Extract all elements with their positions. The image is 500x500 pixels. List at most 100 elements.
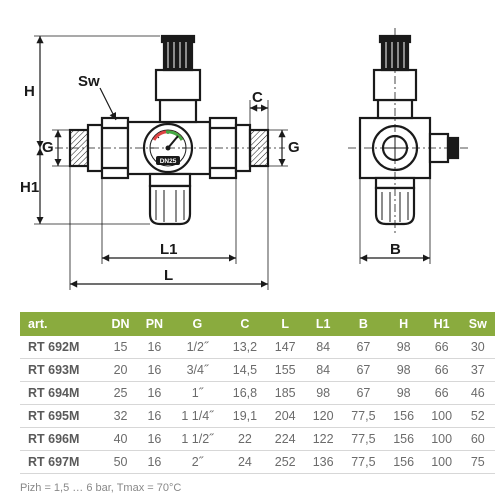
table-cell: 60 xyxy=(461,428,495,451)
table-cell: 1/2˝ xyxy=(171,336,224,359)
table-cell: 204 xyxy=(266,405,304,428)
spec-table: art.DNPNGCLL1BHH1Sw RT 692M15161/2˝13,21… xyxy=(20,312,495,474)
table-cell: 19,1 xyxy=(224,405,267,428)
table-row: RT 693M20163/4˝14,51558467986637 xyxy=(20,359,495,382)
table-cell: 77,5 xyxy=(342,405,385,428)
table-cell: 1 1/4˝ xyxy=(171,405,224,428)
table-cell: 50 xyxy=(103,451,137,474)
table-cell: RT 692M xyxy=(20,336,103,359)
dim-label: Sw xyxy=(78,73,100,90)
table-cell: 32 xyxy=(103,405,137,428)
table-row: RT 694M25161˝16,81859867986646 xyxy=(20,382,495,405)
svg-text:DN25: DN25 xyxy=(160,158,177,165)
table-cell: 16 xyxy=(138,359,171,382)
table-cell: 156 xyxy=(385,405,423,428)
dim-label: H xyxy=(24,83,35,100)
table-cell: RT 697M xyxy=(20,451,103,474)
col-header: G xyxy=(171,312,224,336)
table-cell: 84 xyxy=(304,336,342,359)
table-cell: 46 xyxy=(461,382,495,405)
table-cell: 52 xyxy=(461,405,495,428)
dim-label: L xyxy=(164,267,173,284)
table-cell: 156 xyxy=(385,451,423,474)
dimensions-table: art.DNPNGCLL1BHH1Sw RT 692M15161/2˝13,21… xyxy=(20,312,495,474)
table-cell: 16 xyxy=(138,382,171,405)
table-cell: 98 xyxy=(385,382,423,405)
col-header: Sw xyxy=(461,312,495,336)
table-cell: 16 xyxy=(138,451,171,474)
col-header: C xyxy=(224,312,267,336)
dim-label: G xyxy=(288,139,300,156)
footnote: Pizh = 1,5 … 6 bar, Tmax = 70°C xyxy=(20,482,181,494)
table-row: RT 692M15161/2˝13,21478467986630 xyxy=(20,336,495,359)
table-cell: 67 xyxy=(342,382,385,405)
table-cell: RT 694M xyxy=(20,382,103,405)
table-cell: 67 xyxy=(342,359,385,382)
col-header: L xyxy=(266,312,304,336)
table-row: RT 696M40161 1/2˝2222412277,515610060 xyxy=(20,428,495,451)
table-cell: 100 xyxy=(423,428,461,451)
table-cell: 1˝ xyxy=(171,382,224,405)
table-cell: 16,8 xyxy=(224,382,267,405)
technical-drawing: DN25 xyxy=(0,0,500,310)
dim-label: C xyxy=(252,89,263,106)
table-cell: 156 xyxy=(385,428,423,451)
table-cell: 15 xyxy=(103,336,137,359)
drawing-svg: DN25 xyxy=(0,0,500,310)
table-cell: 98 xyxy=(304,382,342,405)
table-cell: 3/4˝ xyxy=(171,359,224,382)
table-cell: 14,5 xyxy=(224,359,267,382)
side-view: B xyxy=(348,28,470,264)
table-cell: 16 xyxy=(138,428,171,451)
col-header: art. xyxy=(20,312,103,336)
table-cell: 20 xyxy=(103,359,137,382)
col-header: H1 xyxy=(423,312,461,336)
dim-label: G xyxy=(42,139,54,156)
table-row: RT 697M50162˝2425213677,515610075 xyxy=(20,451,495,474)
table-cell: 155 xyxy=(266,359,304,382)
col-header: PN xyxy=(138,312,171,336)
table-cell: 147 xyxy=(266,336,304,359)
table-cell: 40 xyxy=(103,428,137,451)
table-cell: 185 xyxy=(266,382,304,405)
table-cell: 224 xyxy=(266,428,304,451)
table-cell: 1 1/2˝ xyxy=(171,428,224,451)
col-header: H xyxy=(385,312,423,336)
table-cell: 252 xyxy=(266,451,304,474)
table-cell: 37 xyxy=(461,359,495,382)
table-cell: 120 xyxy=(304,405,342,428)
table-cell: 66 xyxy=(423,359,461,382)
table-cell: 122 xyxy=(304,428,342,451)
table-cell: 16 xyxy=(138,405,171,428)
col-header: DN xyxy=(103,312,137,336)
table-cell: 100 xyxy=(423,405,461,428)
dim-label: H1 xyxy=(20,179,39,196)
table-cell: RT 693M xyxy=(20,359,103,382)
col-header: B xyxy=(342,312,385,336)
table-cell: 75 xyxy=(461,451,495,474)
front-view: DN25 xyxy=(20,36,300,290)
table-cell: RT 695M xyxy=(20,405,103,428)
table-cell: 30 xyxy=(461,336,495,359)
table-cell: 98 xyxy=(385,359,423,382)
table-cell: 66 xyxy=(423,336,461,359)
col-header: L1 xyxy=(304,312,342,336)
dim-label: B xyxy=(390,241,401,258)
table-cell: 67 xyxy=(342,336,385,359)
table-row: RT 695M32161 1/4˝19,120412077,515610052 xyxy=(20,405,495,428)
table-cell: 84 xyxy=(304,359,342,382)
table-cell: 16 xyxy=(138,336,171,359)
table-cell: 24 xyxy=(224,451,267,474)
table-cell: 98 xyxy=(385,336,423,359)
table-cell: 22 xyxy=(224,428,267,451)
table-cell: 136 xyxy=(304,451,342,474)
table-cell: RT 696M xyxy=(20,428,103,451)
table-cell: 13,2 xyxy=(224,336,267,359)
table-cell: 66 xyxy=(423,382,461,405)
table-cell: 100 xyxy=(423,451,461,474)
table-cell: 77,5 xyxy=(342,451,385,474)
dim-label: L1 xyxy=(160,241,178,258)
table-cell: 25 xyxy=(103,382,137,405)
table-cell: 77,5 xyxy=(342,428,385,451)
table-cell: 2˝ xyxy=(171,451,224,474)
